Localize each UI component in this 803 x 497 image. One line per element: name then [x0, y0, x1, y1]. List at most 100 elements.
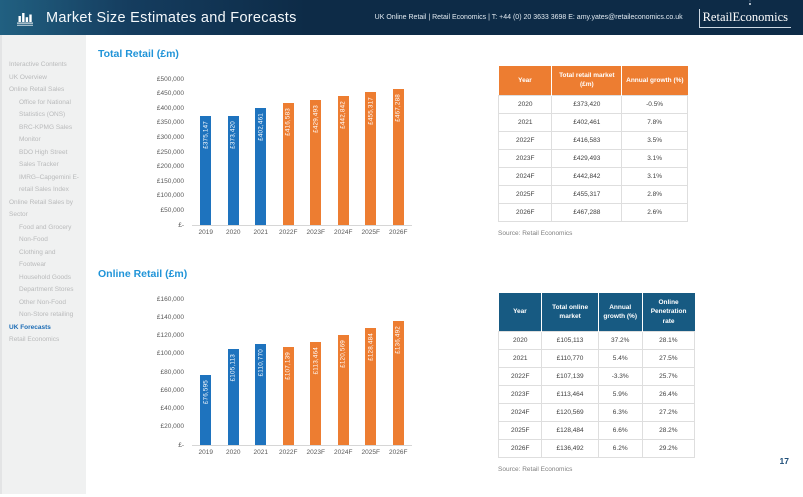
bar-slot: £110,770	[247, 299, 275, 445]
y-axis-tick: £200,000	[156, 163, 184, 171]
bar-value-label: £136,492	[394, 325, 402, 354]
bar-2023f: £113,464	[310, 341, 322, 445]
x-axis-tick: 2020	[226, 229, 241, 236]
bar-2025f: £455,317	[365, 92, 377, 225]
table-cell: 6.3%	[597, 403, 643, 423]
x-axis-tick: 2025F	[361, 449, 380, 456]
table-cell: 6.2%	[597, 439, 643, 459]
bar-2024f: £442,842	[337, 95, 349, 225]
sidebar-item-interactive-contents[interactable]: Interactive Contents	[9, 61, 67, 68]
table-cell: 2021	[497, 112, 553, 132]
x-axis-tick: 2021	[253, 449, 268, 456]
bar-slot: £402,461	[247, 79, 275, 225]
sidebar-item-imrg-capgemini-e-retail-sales-index[interactable]: IMRG–Capgemini E-retail Sales Index	[19, 173, 79, 194]
table-cell: 37.2%	[597, 331, 643, 351]
sidebar-item-non-store-retailing[interactable]: Non-Store retailing	[19, 311, 74, 318]
y-axis-total-retail: £500,000 £450,000 £400,000 £350,000 £300,000…	[98, 76, 192, 229]
table-row: 2025F £455,317 2.8%	[497, 184, 688, 204]
table-header-cell: Total online market	[541, 293, 599, 332]
table-cell: 2022F	[497, 130, 553, 150]
bar-value-label: £128,484	[367, 332, 375, 361]
table-cell: 6.6%	[597, 421, 643, 441]
chart-title-online-retail: Online Retail (£m)	[98, 268, 188, 280]
sidebar-item-uk-overview[interactable]: UK Overview	[9, 73, 47, 81]
sidebar-item-office-for-national-statistics-ons[interactable]: Office for National Statistics (ONS)	[19, 98, 71, 119]
sidebar-item-bdo-high-street-sales-tracker[interactable]: BDO High Street Sales Tracker	[19, 148, 68, 169]
table-row: 2023F £429,493 3.1%	[497, 148, 688, 168]
y-axis-tick: £500,000	[156, 75, 184, 83]
y-axis-tick: £60,000	[160, 386, 185, 394]
sidebar-item-retail-economics[interactable]: Retail Economics	[9, 336, 60, 343]
sidebar-item-food-and-grocery[interactable]: Food and Grocery	[19, 223, 72, 231]
bar-slot: £373,420	[220, 79, 248, 225]
table-cell: 2024F	[497, 166, 553, 186]
bar-value-label: £467,288	[394, 93, 402, 122]
x-axis-tick: 2019	[198, 449, 213, 456]
bar-slot: £375,147	[192, 79, 220, 225]
bar-value-label: £429,493	[312, 104, 320, 133]
logo-compass-dots-icon	[748, 3, 751, 6]
table-cell: 27.5%	[641, 349, 696, 369]
sidebar-item-clothing-and-footwear[interactable]: Clothing and Footwear	[19, 248, 56, 269]
table-cell: £120,569	[541, 403, 599, 423]
sidebar-item-household-goods[interactable]: Household Goods	[19, 273, 72, 281]
bar-slot: £467,288	[385, 79, 413, 225]
bar-slot: £120,569	[330, 299, 358, 445]
sidebar-item-online-retail-sales-by-sector[interactable]: Online Retail Sales by Sector	[9, 198, 73, 219]
table-cell: 5.9%	[597, 385, 643, 405]
x-axis-tick: 2026F	[389, 229, 408, 236]
table-cell: 26.4%	[641, 385, 696, 405]
sidebar-item-uk-forecasts[interactable]: UK Forecasts	[9, 323, 51, 331]
bar-slot: £76,595	[192, 299, 220, 445]
sidebar-item-non-food[interactable]: Non-Food	[19, 236, 48, 243]
sidebar-item-brc-kpmg-sales-monitor[interactable]: BRC-KPMG Sales Monitor	[19, 123, 73, 144]
y-axis-tick: £80,000	[160, 368, 185, 376]
table-cell: £113,464	[541, 385, 599, 405]
table-cell: 2023F	[497, 385, 543, 405]
retail-economics-logo: RetailEconomics	[698, 3, 791, 28]
plot-area-online-retail: £76,595 £105,113 £110,770 £107,139 £113,464 £…	[192, 299, 412, 446]
table-cell: 2026F	[497, 439, 543, 459]
bar-value-label: £107,139	[284, 352, 292, 381]
x-axis-tick: 2026F	[389, 449, 408, 456]
table-row: 2020 £105,113 37.2% 28.1%	[497, 331, 696, 351]
table-cell: 7.8%	[621, 112, 688, 132]
sidebar-item-other-non-food[interactable]: Other Non-Food	[19, 298, 66, 306]
x-axis-online-retail: 2019 2020 2021 2022F 2023F 2024F 2025F 2026F	[192, 449, 412, 456]
page-number: 17	[779, 456, 789, 466]
table-cell: £442,842	[551, 166, 623, 186]
source-note-total-retail: Source: Retail Economics	[498, 229, 573, 237]
table-cell: £402,461	[551, 112, 623, 132]
bar-chart-icon	[17, 10, 36, 26]
bar-slot: £128,484	[357, 299, 385, 445]
table-cell: 2026F	[497, 202, 553, 222]
table-header-cell: Annual growth (%)	[597, 293, 643, 332]
y-axis-online-retail: £160,000 £140,000 £120,000 £100,000 £80,000 £…	[98, 296, 192, 449]
table-cell: 2025F	[497, 421, 543, 441]
table-row: 2024F £120,569 6.3% 27.2%	[497, 403, 696, 423]
table-online-retail: Year Total online market Annual growth (%)…	[497, 293, 696, 459]
bar-2023f: £429,493	[310, 99, 322, 225]
sidebar-item-department-stores[interactable]: Department Stores	[19, 286, 74, 293]
table-cell: 2023F	[497, 148, 553, 168]
table-cell: 3.1%	[621, 148, 688, 168]
table-cell: 2020	[497, 331, 543, 351]
x-axis-total-retail: 2019 2020 2021 2022F 2023F 2024F 2025F 2026F	[192, 229, 412, 236]
bar-slot: £455,317	[357, 79, 385, 225]
bar-2026f: £467,288	[392, 88, 404, 225]
sidebar-item-online-retail-sales[interactable]: Online Retail Sales	[9, 86, 65, 93]
bar-slot: £107,139	[275, 299, 303, 445]
table-cell: £373,420	[551, 94, 623, 114]
x-axis-tick: 2023F	[306, 449, 325, 456]
section-total-retail: Total Retail (£m) £500,000 £450,000 £400,0…	[98, 48, 428, 236]
table-cell: 2020	[497, 94, 553, 114]
table-cell: £467,288	[551, 202, 623, 222]
table-cell: 2021	[497, 349, 543, 369]
table-row: 2023F £113,464 5.9% 26.4%	[497, 385, 696, 405]
table-header-row: Year Total online market Annual growth (%)…	[498, 293, 695, 332]
section-online-retail: Online Retail (£m) £160,000 £140,000 £120,…	[98, 268, 428, 456]
y-axis-tick: £160,000	[156, 295, 184, 303]
x-axis-tick: 2025F	[361, 229, 380, 236]
bar-value-label: £105,113	[229, 354, 237, 382]
bar-value-label: £110,770	[257, 348, 265, 377]
